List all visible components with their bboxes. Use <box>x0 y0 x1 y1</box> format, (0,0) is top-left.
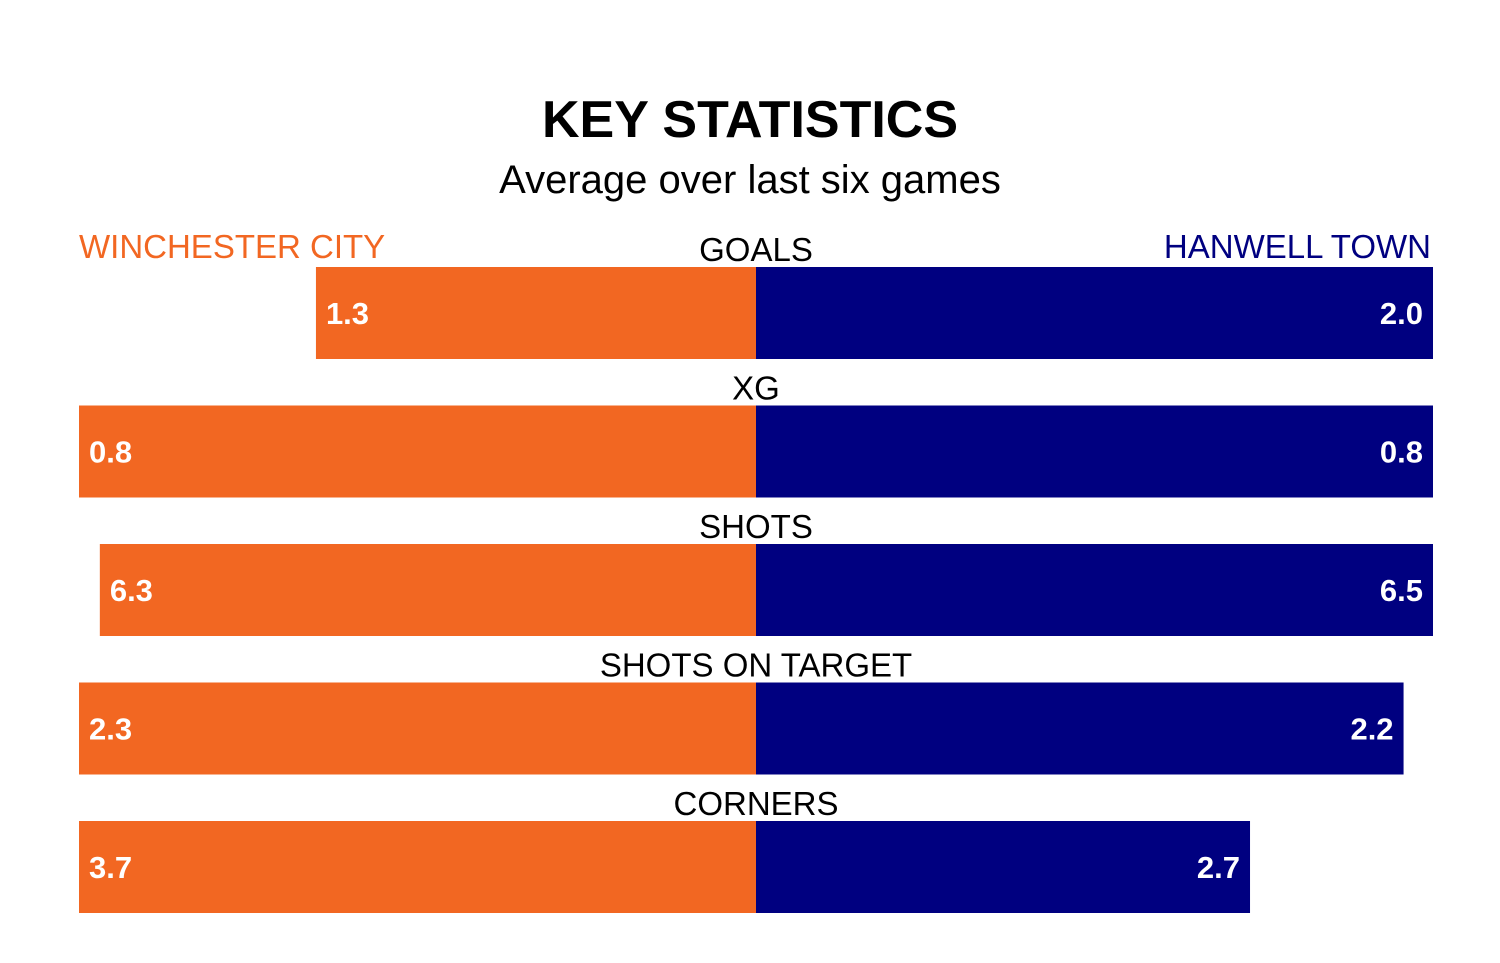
stat-label: XG <box>732 370 780 407</box>
value-label-right: 6.5 <box>1380 573 1423 608</box>
value-label-left: 3.7 <box>89 850 132 885</box>
stat-label: CORNERS <box>673 785 838 822</box>
bar-right <box>756 682 1404 775</box>
stat-label: SHOTS ON TARGET <box>600 647 912 684</box>
bar-left <box>79 682 756 775</box>
value-label-left: 1.3 <box>326 296 369 331</box>
value-label-left: 6.3 <box>110 573 153 608</box>
value-label-right: 2.2 <box>1350 712 1393 747</box>
stat-label: SHOTS <box>699 508 813 545</box>
value-label-right: 2.7 <box>1197 850 1240 885</box>
bar-right <box>756 405 1433 498</box>
team-right-legend: HANWELL TOWN <box>1163 228 1431 265</box>
bar-left <box>99 544 757 636</box>
bar-right <box>756 821 1251 913</box>
value-label-right: 0.8 <box>1380 435 1423 470</box>
value-label-left: 0.8 <box>89 435 132 470</box>
chart-subtitle: Average over last six games <box>499 158 1001 202</box>
bar-left <box>79 821 756 913</box>
value-label-left: 2.3 <box>89 712 132 747</box>
bar-left <box>315 267 756 359</box>
bar-right <box>756 267 1433 359</box>
bar-right <box>756 544 1433 636</box>
chart-title: KEY STATISTICS <box>541 91 959 149</box>
stat-label: GOALS <box>699 231 813 268</box>
team-left-legend: WINCHESTER CITY <box>79 228 386 265</box>
value-label-right: 2.0 <box>1380 296 1423 331</box>
bar-left <box>79 405 756 498</box>
